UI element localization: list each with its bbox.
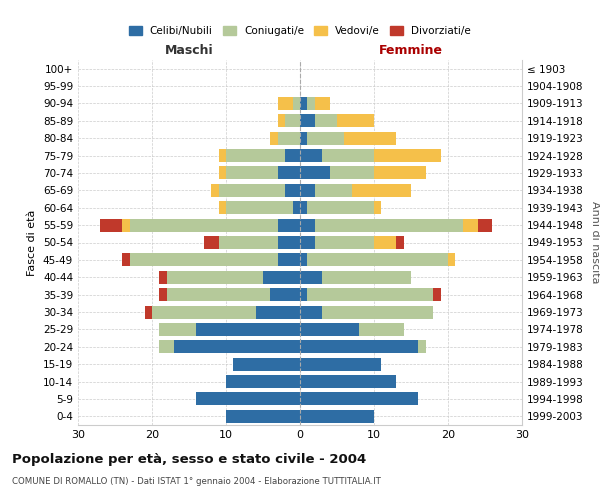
Bar bbox=[196, 392, 300, 406]
Bar bbox=[463, 218, 478, 232]
Bar bbox=[204, 236, 218, 249]
Bar bbox=[374, 166, 426, 179]
Bar bbox=[285, 149, 300, 162]
Bar bbox=[359, 323, 404, 336]
Bar bbox=[300, 149, 322, 162]
Bar bbox=[329, 166, 374, 179]
Bar bbox=[315, 114, 337, 128]
Bar bbox=[130, 218, 278, 232]
Bar bbox=[300, 184, 315, 197]
Bar bbox=[300, 375, 396, 388]
Bar bbox=[322, 306, 433, 318]
Bar bbox=[278, 166, 300, 179]
Bar bbox=[300, 323, 359, 336]
Bar bbox=[160, 340, 174, 353]
Bar bbox=[167, 288, 271, 301]
Bar bbox=[300, 236, 315, 249]
Bar bbox=[307, 132, 344, 144]
Bar bbox=[300, 201, 307, 214]
Bar bbox=[344, 132, 396, 144]
Bar bbox=[315, 236, 374, 249]
Bar bbox=[122, 218, 130, 232]
Bar bbox=[285, 184, 300, 197]
Bar bbox=[263, 270, 300, 284]
Bar bbox=[218, 236, 278, 249]
Bar bbox=[122, 254, 130, 266]
Bar bbox=[307, 201, 374, 214]
Bar bbox=[300, 288, 307, 301]
Y-axis label: Anni di nascita: Anni di nascita bbox=[590, 201, 600, 284]
Bar bbox=[300, 254, 307, 266]
Bar bbox=[374, 236, 396, 249]
Bar bbox=[152, 306, 256, 318]
Bar bbox=[315, 218, 463, 232]
Bar bbox=[293, 201, 300, 214]
Bar bbox=[218, 166, 226, 179]
Bar bbox=[448, 254, 455, 266]
Bar bbox=[300, 270, 322, 284]
Bar bbox=[300, 340, 418, 353]
Bar bbox=[271, 132, 278, 144]
Bar bbox=[478, 218, 493, 232]
Bar bbox=[211, 184, 218, 197]
Bar bbox=[278, 218, 300, 232]
Bar bbox=[218, 149, 226, 162]
Bar bbox=[226, 375, 300, 388]
Bar bbox=[226, 166, 278, 179]
Bar bbox=[300, 306, 322, 318]
Bar bbox=[300, 410, 374, 423]
Bar bbox=[322, 149, 374, 162]
Bar bbox=[352, 184, 411, 197]
Bar bbox=[337, 114, 374, 128]
Bar bbox=[256, 306, 300, 318]
Bar bbox=[300, 392, 418, 406]
Bar bbox=[374, 149, 440, 162]
Bar bbox=[174, 340, 300, 353]
Text: Popolazione per età, sesso e stato civile - 2004: Popolazione per età, sesso e stato civil… bbox=[12, 452, 366, 466]
Bar bbox=[160, 288, 167, 301]
Bar bbox=[100, 218, 122, 232]
Bar bbox=[196, 323, 300, 336]
Bar bbox=[278, 114, 285, 128]
Bar bbox=[300, 114, 315, 128]
Bar bbox=[307, 288, 433, 301]
Bar bbox=[300, 132, 307, 144]
Bar bbox=[293, 97, 300, 110]
Bar bbox=[396, 236, 404, 249]
Bar bbox=[167, 270, 263, 284]
Bar bbox=[418, 340, 426, 353]
Bar bbox=[307, 97, 315, 110]
Bar bbox=[226, 410, 300, 423]
Bar bbox=[315, 97, 329, 110]
Bar bbox=[374, 201, 382, 214]
Bar bbox=[307, 254, 448, 266]
Text: Femmine: Femmine bbox=[379, 44, 443, 57]
Bar bbox=[160, 270, 167, 284]
Bar bbox=[278, 97, 293, 110]
Bar bbox=[218, 184, 285, 197]
Y-axis label: Fasce di età: Fasce di età bbox=[28, 210, 37, 276]
Bar bbox=[226, 149, 285, 162]
Bar bbox=[300, 218, 315, 232]
Text: COMUNE DI ROMALLO (TN) - Dati ISTAT 1° gennaio 2004 - Elaborazione TUTTITALIA.IT: COMUNE DI ROMALLO (TN) - Dati ISTAT 1° g… bbox=[12, 478, 381, 486]
Bar bbox=[433, 288, 440, 301]
Bar bbox=[145, 306, 152, 318]
Bar bbox=[300, 97, 307, 110]
Bar bbox=[130, 254, 278, 266]
Bar bbox=[315, 184, 352, 197]
Text: Maschi: Maschi bbox=[164, 44, 214, 57]
Legend: Celibi/Nubili, Coniugati/e, Vedovi/e, Divorziati/e: Celibi/Nubili, Coniugati/e, Vedovi/e, Di… bbox=[125, 22, 475, 40]
Bar bbox=[160, 323, 196, 336]
Bar bbox=[226, 201, 293, 214]
Bar bbox=[300, 166, 329, 179]
Bar bbox=[322, 270, 411, 284]
Bar bbox=[271, 288, 300, 301]
Bar bbox=[218, 201, 226, 214]
Bar bbox=[278, 254, 300, 266]
Bar bbox=[278, 132, 300, 144]
Bar bbox=[233, 358, 300, 370]
Bar bbox=[300, 358, 382, 370]
Bar bbox=[285, 114, 300, 128]
Bar bbox=[278, 236, 300, 249]
